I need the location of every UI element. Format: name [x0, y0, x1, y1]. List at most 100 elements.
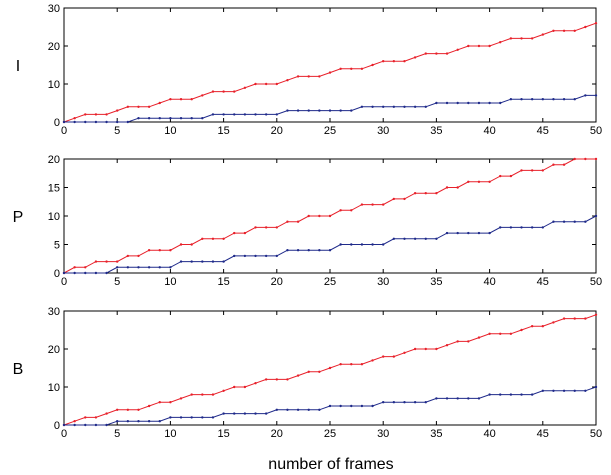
data-point [233, 231, 236, 235]
data-point [286, 378, 289, 381]
data-point [350, 404, 353, 408]
data-point [222, 260, 225, 263]
data-point [264, 378, 268, 381]
data-point [62, 271, 66, 275]
x-tick-label: 10 [164, 125, 176, 137]
data-point [275, 226, 278, 229]
data-point [467, 340, 470, 343]
data-point [573, 157, 576, 161]
data-point [179, 117, 183, 120]
data-point [307, 249, 310, 252]
data-point [264, 412, 268, 415]
data-point [275, 82, 278, 86]
data-point [530, 325, 534, 328]
data-point [360, 404, 364, 408]
data-point [243, 113, 247, 116]
data-point [350, 109, 353, 112]
axes-box [63, 7, 597, 123]
data-point [382, 243, 385, 246]
x-tick-label: 25 [324, 428, 336, 440]
data-point [584, 94, 587, 97]
y-tick-label: 10 [48, 79, 60, 91]
x-tick-label: 10 [164, 428, 176, 440]
data-point [520, 169, 523, 172]
data-point [594, 94, 598, 97]
x-tick-label: 50 [590, 428, 602, 440]
data-point [307, 109, 310, 112]
data-point [445, 397, 449, 400]
x-tick-label: 50 [590, 125, 602, 137]
data-point [105, 412, 108, 415]
data-point [147, 249, 151, 252]
data-point [158, 101, 161, 105]
data-point [296, 408, 300, 411]
data-point [190, 243, 193, 246]
data-point [350, 363, 353, 366]
x-tick-label: 45 [537, 276, 549, 288]
data-point [116, 260, 119, 263]
data-point [499, 393, 502, 396]
data-point [435, 192, 438, 195]
x-tick-label: 15 [217, 125, 229, 137]
data-point [73, 271, 76, 275]
data-point [477, 180, 481, 183]
data-point [158, 249, 161, 252]
data-point [573, 98, 576, 101]
data-point [360, 203, 364, 206]
x-tick-label: 0 [61, 276, 67, 288]
data-point [371, 203, 374, 206]
data-point [541, 389, 544, 392]
data-point [499, 41, 502, 44]
data-point [73, 117, 76, 120]
data-point [488, 231, 491, 235]
data-point [467, 180, 470, 183]
x-tick-label: 0 [61, 125, 67, 137]
data-point [222, 412, 225, 415]
data-point [424, 347, 427, 351]
data-point [243, 254, 247, 258]
data-point [562, 163, 566, 166]
data-point [296, 249, 300, 252]
data-point [413, 192, 417, 195]
data-point [94, 423, 98, 427]
panel-P: 0 5 10 15 20 25 30 35 40 45 50 0 5 10 15 20 P [13, 154, 602, 288]
data-point [328, 366, 332, 370]
data-point [541, 226, 544, 229]
data-point [424, 237, 427, 240]
data-point [584, 157, 587, 161]
data-point [371, 105, 374, 109]
data-point [307, 370, 310, 373]
data-point [594, 157, 598, 161]
data-point [94, 416, 98, 419]
data-point [126, 420, 130, 423]
data-point [286, 109, 289, 112]
x-tick-label: 40 [483, 125, 495, 137]
data-point [520, 226, 523, 229]
data-point [296, 75, 300, 78]
data-point [254, 412, 257, 415]
data-point [190, 416, 193, 419]
data-point [403, 105, 406, 109]
x-tick-label: 5 [114, 276, 120, 288]
data-point [158, 401, 161, 404]
data-point [403, 237, 406, 240]
data-point [84, 266, 87, 269]
data-point [84, 271, 87, 275]
data-point [594, 313, 598, 316]
y-tick-label: 30 [48, 3, 60, 15]
data-point [179, 260, 183, 263]
data-point [350, 67, 353, 71]
y-tick-label: 0 [54, 117, 60, 129]
data-point [467, 397, 470, 400]
data-point [594, 214, 598, 218]
data-point [424, 105, 427, 109]
data-point [499, 101, 502, 105]
data-point [243, 412, 247, 415]
data-point [264, 226, 268, 229]
y-axis-label: P [13, 209, 24, 226]
data-point [456, 231, 459, 235]
data-point [137, 266, 140, 269]
data-point [94, 120, 98, 124]
data-point [126, 105, 130, 109]
data-point [201, 117, 204, 120]
